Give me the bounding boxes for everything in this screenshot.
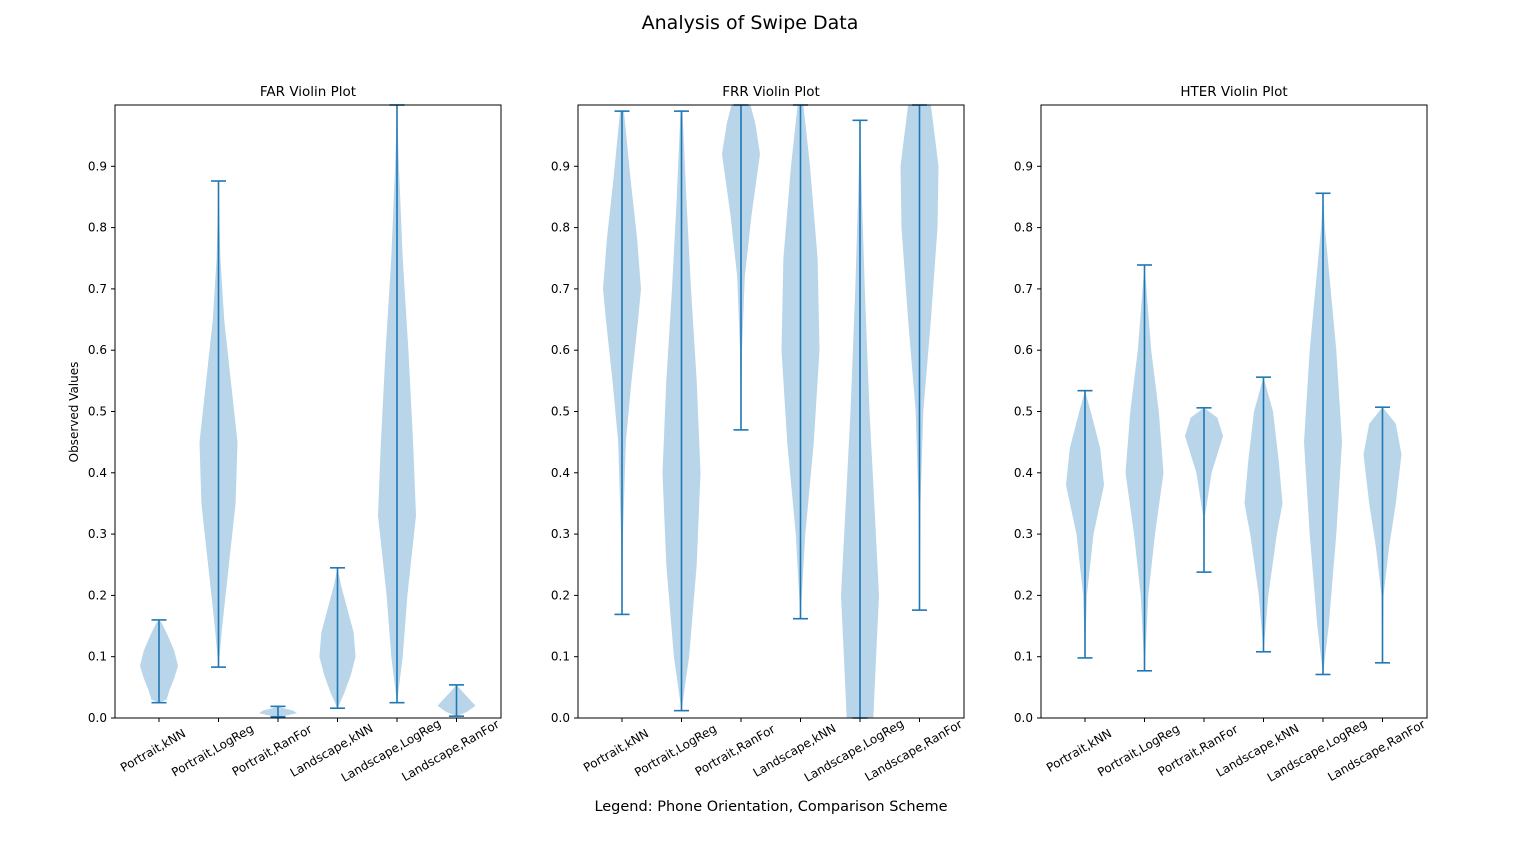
hter-ytick-label: 0.7 bbox=[1014, 282, 1033, 296]
hter-panel-title: HTER Violin Plot bbox=[1180, 84, 1287, 100]
hter-ytick-label: 0.1 bbox=[1014, 650, 1033, 664]
frr-ytick-label: 0.0 bbox=[551, 711, 570, 725]
frr-xtick-label: Landscape,RanFor bbox=[862, 717, 964, 784]
frr-xtick-label: Landscape,LogReg bbox=[802, 716, 906, 784]
figure-title: Analysis of Swipe Data bbox=[642, 12, 859, 34]
hter-ytick-label: 0.3 bbox=[1014, 527, 1033, 541]
far-ytick-label: 0.4 bbox=[88, 466, 107, 480]
far-ytick-label: 0.7 bbox=[88, 282, 107, 296]
hter-ytick-label: 0.4 bbox=[1014, 466, 1033, 480]
far-xtick-label: Landscape,LogReg bbox=[339, 716, 443, 784]
hter-ytick-label: 0.6 bbox=[1014, 343, 1033, 357]
hter-axes-frame bbox=[1040, 104, 1428, 719]
frr-ytick-label: 0.1 bbox=[551, 650, 570, 664]
far-ytick-label: 0.1 bbox=[88, 650, 107, 664]
frr-ytick-label: 0.3 bbox=[551, 527, 570, 541]
far-xtick-label: Landscape,RanFor bbox=[399, 717, 501, 784]
far-ytick-label: 0.0 bbox=[88, 711, 107, 725]
far-panel: FAR Violin Plot 0.0 0.1 0.2 0.3 0.4 0.5 0.6 0.7… bbox=[88, 84, 502, 785]
far-ytick-label: 0.9 bbox=[88, 159, 107, 173]
far-axes-frame bbox=[114, 104, 502, 719]
hter-panel: HTER Violin Plot 0.0 0.1 0.2 0.3 0.4 0.5 0.6 0.… bbox=[1014, 84, 1428, 785]
far-ytick-label: 0.5 bbox=[88, 405, 107, 419]
figure-xlabel: Legend: Phone Orientation, Comparison Sc… bbox=[594, 799, 947, 815]
far-ytick-label: 0.2 bbox=[88, 588, 107, 602]
hter-ytick-label: 0.0 bbox=[1014, 711, 1033, 725]
frr-panel-title: FRR Violin Plot bbox=[722, 84, 820, 100]
frr-ytick-label: 0.2 bbox=[551, 588, 570, 602]
far-ytick-label: 0.8 bbox=[88, 221, 107, 235]
far-ytick-label: 0.6 bbox=[88, 343, 107, 357]
frr-ytick-label: 0.8 bbox=[551, 221, 570, 235]
hter-ytick-label: 0.5 bbox=[1014, 405, 1033, 419]
far-ytick-label: 0.3 bbox=[88, 527, 107, 541]
figure-ylabel: Observed Values bbox=[67, 362, 81, 463]
hter-ytick-label: 0.8 bbox=[1014, 221, 1033, 235]
frr-ytick-label: 0.9 bbox=[551, 159, 570, 173]
frr-ytick-label: 0.4 bbox=[551, 466, 570, 480]
hter-xtick-label: Landscape,RanFor bbox=[1325, 717, 1427, 784]
frr-panel: FRR Violin Plot 0.0 0.1 0.2 0.3 0.4 0.5 0.6 0.7… bbox=[551, 84, 965, 785]
frr-ytick-label: 0.7 bbox=[551, 282, 570, 296]
hter-xtick-label: Landscape,LogReg bbox=[1265, 716, 1369, 784]
frr-ytick-label: 0.5 bbox=[551, 405, 570, 419]
hter-ytick-label: 0.2 bbox=[1014, 588, 1033, 602]
frr-ytick-label: 0.6 bbox=[551, 343, 570, 357]
hter-ytick-label: 0.9 bbox=[1014, 159, 1033, 173]
far-panel-title: FAR Violin Plot bbox=[260, 84, 356, 100]
